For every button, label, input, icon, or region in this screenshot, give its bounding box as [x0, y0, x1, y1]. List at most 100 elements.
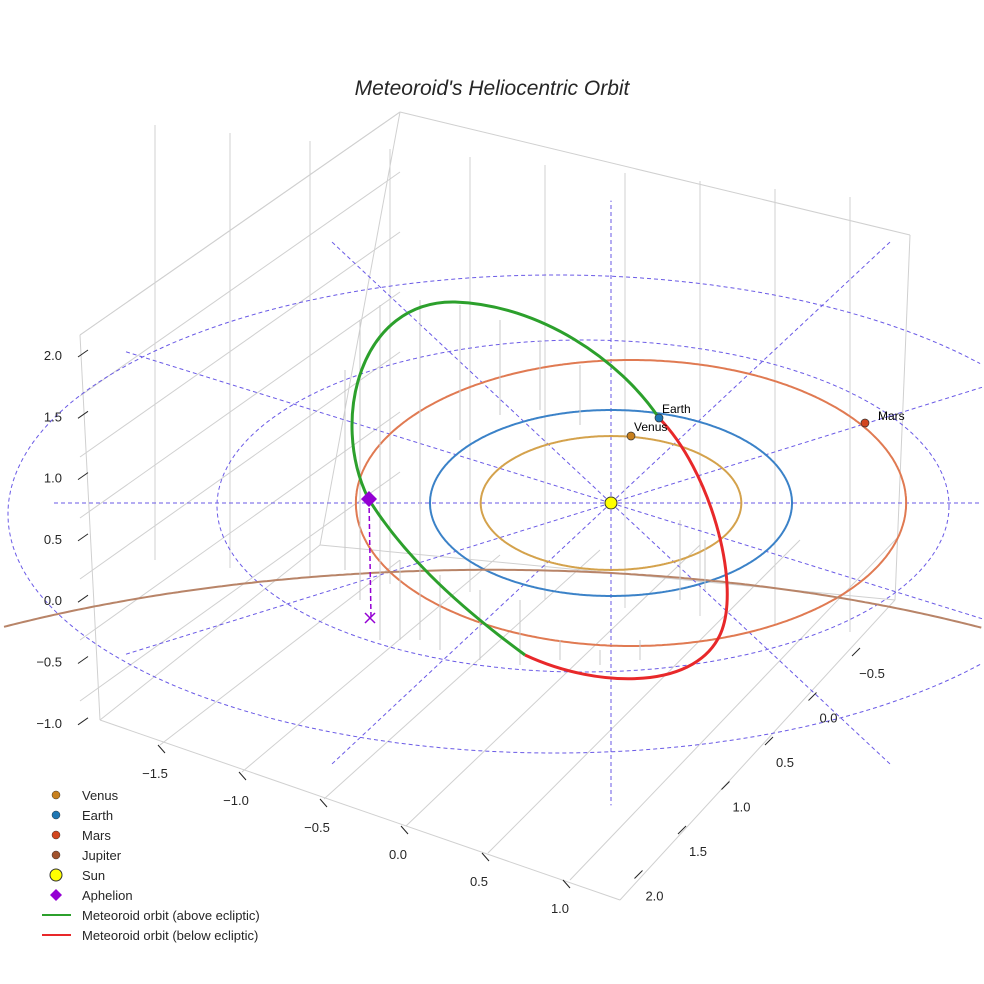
sun-marker: [604, 496, 618, 510]
y-tick-mark: [764, 736, 774, 746]
grid-line: [241, 554, 501, 773]
y-tick-label: 0.0: [819, 711, 837, 726]
grid-line: [79, 334, 101, 721]
z-tick-label: 0.5: [44, 532, 62, 547]
grid-line: [79, 291, 401, 519]
grid-line: [79, 411, 401, 641]
z-axis-ticks: 2.0 1.5 1.0 0.5 0.0 −0.5 −1.0: [36, 348, 89, 731]
grid-line: [79, 351, 401, 580]
grid-line: [99, 544, 321, 721]
z-tick-mark: [77, 656, 89, 664]
grid-line: [79, 111, 401, 336]
grid-line: [405, 544, 701, 827]
radial-line: [610, 386, 983, 504]
meteoroid-orbit: [344, 300, 729, 681]
z-tick-mark: [77, 533, 89, 542]
legend-label: Aphelion: [82, 888, 133, 903]
legend-label: Sun: [82, 868, 105, 883]
meteoroid-orbit-above: [350, 300, 661, 499]
z-tick-label: 2.0: [44, 348, 62, 363]
x-tick-label: 0.5: [470, 874, 488, 889]
legend-label: Earth: [82, 808, 113, 823]
z-tick-label: 1.5: [44, 409, 62, 424]
meteoroid-orbit-below: [524, 416, 729, 681]
legend-marker-icon: [51, 790, 61, 800]
aphelion-drop-line: [368, 499, 372, 618]
grid-line: [569, 534, 901, 881]
legend-label: Meteoroid orbit (above ecliptic): [82, 908, 260, 923]
orbit-earth: [429, 409, 793, 597]
planet-label-earth: Earth: [662, 402, 691, 416]
y-tick-mark: [721, 781, 730, 790]
reference-circles: [7, 200, 983, 806]
planet-marker-earth: [654, 413, 664, 423]
y-tick-mark: [677, 825, 687, 835]
radial-line: [610, 240, 892, 504]
grid-line: [99, 719, 621, 901]
x-axis-ticks: −1.5 −1.0 −0.5 0.0 0.5 1.0: [142, 744, 571, 916]
y-tick-label: −0.5: [859, 666, 885, 681]
legend-marker-icon: [51, 850, 61, 860]
planet-orbits: [3, 359, 982, 647]
radial-line: [330, 240, 612, 504]
x-tick-mark: [562, 879, 571, 889]
orbit-venus: [479, 435, 743, 571]
legend: Venus Earth Mars Jupiter Sun Aphelion Meteoroi…: [42, 788, 260, 943]
planet-label-mars: Mars: [878, 409, 905, 423]
z-tick-mark: [77, 472, 89, 481]
planet-marker-mars: [860, 418, 870, 428]
grid-line: [79, 171, 401, 397]
z-tick-mark: [77, 410, 89, 419]
x-tick-label: −1.5: [142, 766, 168, 781]
z-tick-mark: [77, 594, 89, 603]
y-tick-mark: [808, 692, 817, 701]
orbit-mars: [354, 359, 908, 647]
legend-sun-icon: [49, 868, 63, 882]
grid-line: [79, 471, 401, 702]
z-tick-mark: [77, 717, 89, 726]
x-tick-label: 0.0: [389, 847, 407, 862]
x-tick-mark: [481, 852, 490, 862]
y-tick-mark: [851, 647, 861, 657]
legend-label: Mars: [82, 828, 111, 843]
legend-marker-icon: [51, 810, 61, 820]
orbit-jupiter: [3, 568, 982, 629]
x-tick-label: 1.0: [551, 901, 569, 916]
legend-label: Jupiter: [82, 848, 122, 863]
reference-circle: [7, 274, 981, 754]
y-tick-label: 0.5: [776, 755, 794, 770]
radial-line: [330, 502, 612, 766]
grid-line: [79, 231, 401, 458]
aphelion-marker: [361, 491, 377, 507]
axis-grid: [79, 111, 911, 901]
z-tick-label: 0.0: [44, 593, 62, 608]
y-tick-mark: [634, 870, 643, 879]
legend-label: Meteoroid orbit (below ecliptic): [82, 928, 258, 943]
z-tick-mark: [77, 349, 89, 358]
radial-line: [610, 502, 983, 620]
x-tick-mark: [157, 744, 166, 754]
grid-line: [159, 559, 401, 746]
meteoroid-orbit-above: [366, 497, 526, 657]
radial-line: [610, 502, 892, 766]
z-tick-label: −0.5: [36, 655, 62, 670]
x-tick-label: −1.0: [223, 793, 249, 808]
aphelion-projection-x-icon: [364, 612, 376, 624]
y-axis-ticks: −0.5 0.0 0.5 1.0 1.5 2.0: [634, 647, 885, 904]
grid-line: [619, 599, 896, 901]
reference-circle: [216, 339, 950, 673]
planet-label-venus: Venus: [634, 420, 667, 434]
y-tick-label: 2.0: [645, 889, 663, 904]
y-tick-label: 1.0: [732, 800, 750, 815]
radial-line: [125, 502, 612, 655]
x-tick-mark: [319, 798, 328, 808]
grid-line: [487, 539, 801, 854]
legend-marker-icon: [51, 830, 61, 840]
grid-line: [399, 111, 911, 236]
x-tick-mark: [400, 825, 409, 835]
legend-diamond-icon: [50, 889, 62, 901]
planet-marker-venus: [626, 431, 636, 441]
y-tick-label: 1.5: [689, 844, 707, 859]
